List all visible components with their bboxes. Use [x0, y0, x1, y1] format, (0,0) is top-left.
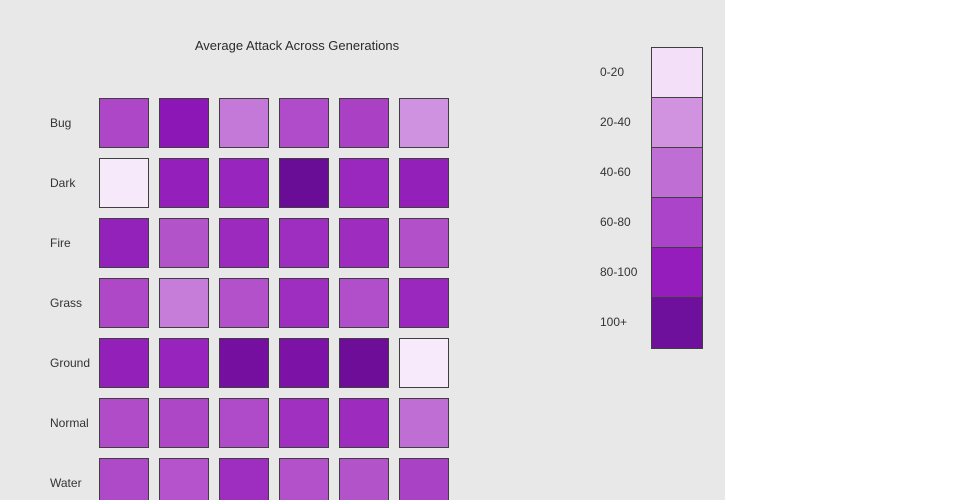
chart-title: Average Attack Across Generations — [194, 38, 400, 53]
legend-swatch — [652, 198, 702, 248]
heatmap-cell — [99, 338, 149, 388]
heatmap-cell — [159, 458, 209, 500]
row-label: Bug — [50, 116, 72, 130]
heatmap-cell — [399, 458, 449, 500]
heatmap-cell — [159, 218, 209, 268]
legend-label: 20-40 — [600, 115, 631, 129]
heatmap-cell — [219, 278, 269, 328]
legend-label: 40-60 — [600, 165, 631, 179]
heatmap-cell — [279, 458, 329, 500]
heatmap-cell — [279, 98, 329, 148]
legend-colorbar — [651, 47, 703, 349]
heatmap-cell — [219, 158, 269, 208]
heatmap-cell — [219, 218, 269, 268]
heatmap-cell — [339, 218, 389, 268]
heatmap-cell — [279, 158, 329, 208]
heatmap-cell — [159, 398, 209, 448]
legend-swatch — [652, 98, 702, 148]
heatmap-cell — [279, 278, 329, 328]
legend-swatch — [652, 148, 702, 198]
heatmap-cell — [159, 158, 209, 208]
heatmap-cell — [99, 458, 149, 500]
heatmap-cell — [339, 158, 389, 208]
heatmap-cell — [99, 158, 149, 208]
heatmap-cell — [99, 218, 149, 268]
heatmap-cell — [219, 98, 269, 148]
heatmap-cell — [99, 98, 149, 148]
heatmap-cell — [339, 278, 389, 328]
heatmap-cell — [339, 338, 389, 388]
row-label: Dark — [50, 176, 76, 190]
heatmap-cell — [399, 98, 449, 148]
heatmap-cell — [279, 338, 329, 388]
heatmap-cell — [159, 98, 209, 148]
heatmap-cell — [99, 398, 149, 448]
heatmap-cell — [219, 458, 269, 500]
heatmap-cell — [399, 158, 449, 208]
heatmap-cell — [279, 398, 329, 448]
heatmap-cell — [399, 278, 449, 328]
heatmap-cell — [219, 338, 269, 388]
row-label: Ground — [50, 356, 91, 370]
heatmap-cell — [399, 398, 449, 448]
heatmap-cell — [279, 218, 329, 268]
legend-label: 80-100 — [600, 265, 638, 279]
row-label: Water — [50, 476, 82, 490]
heatmap-figure: Average Attack Across Generations Bug Dar… — [0, 0, 725, 500]
heatmap-cell — [339, 458, 389, 500]
row-label: Grass — [50, 296, 83, 310]
heatmap-cell — [99, 278, 149, 328]
legend-swatch — [652, 48, 702, 98]
heatmap-cell — [399, 338, 449, 388]
legend-swatch — [652, 298, 702, 348]
legend-swatch — [652, 248, 702, 298]
heatmap-cell — [399, 218, 449, 268]
heatmap-cell — [159, 278, 209, 328]
legend-label: 60-80 — [600, 215, 631, 229]
legend-label: 0-20 — [600, 65, 625, 79]
row-label: Fire — [50, 236, 71, 250]
heatmap-cell — [219, 398, 269, 448]
heatmap-cell — [339, 398, 389, 448]
legend-label: 100+ — [600, 315, 628, 329]
heatmap-cell — [159, 338, 209, 388]
heatmap-cell — [339, 98, 389, 148]
row-label: Normal — [50, 416, 89, 430]
